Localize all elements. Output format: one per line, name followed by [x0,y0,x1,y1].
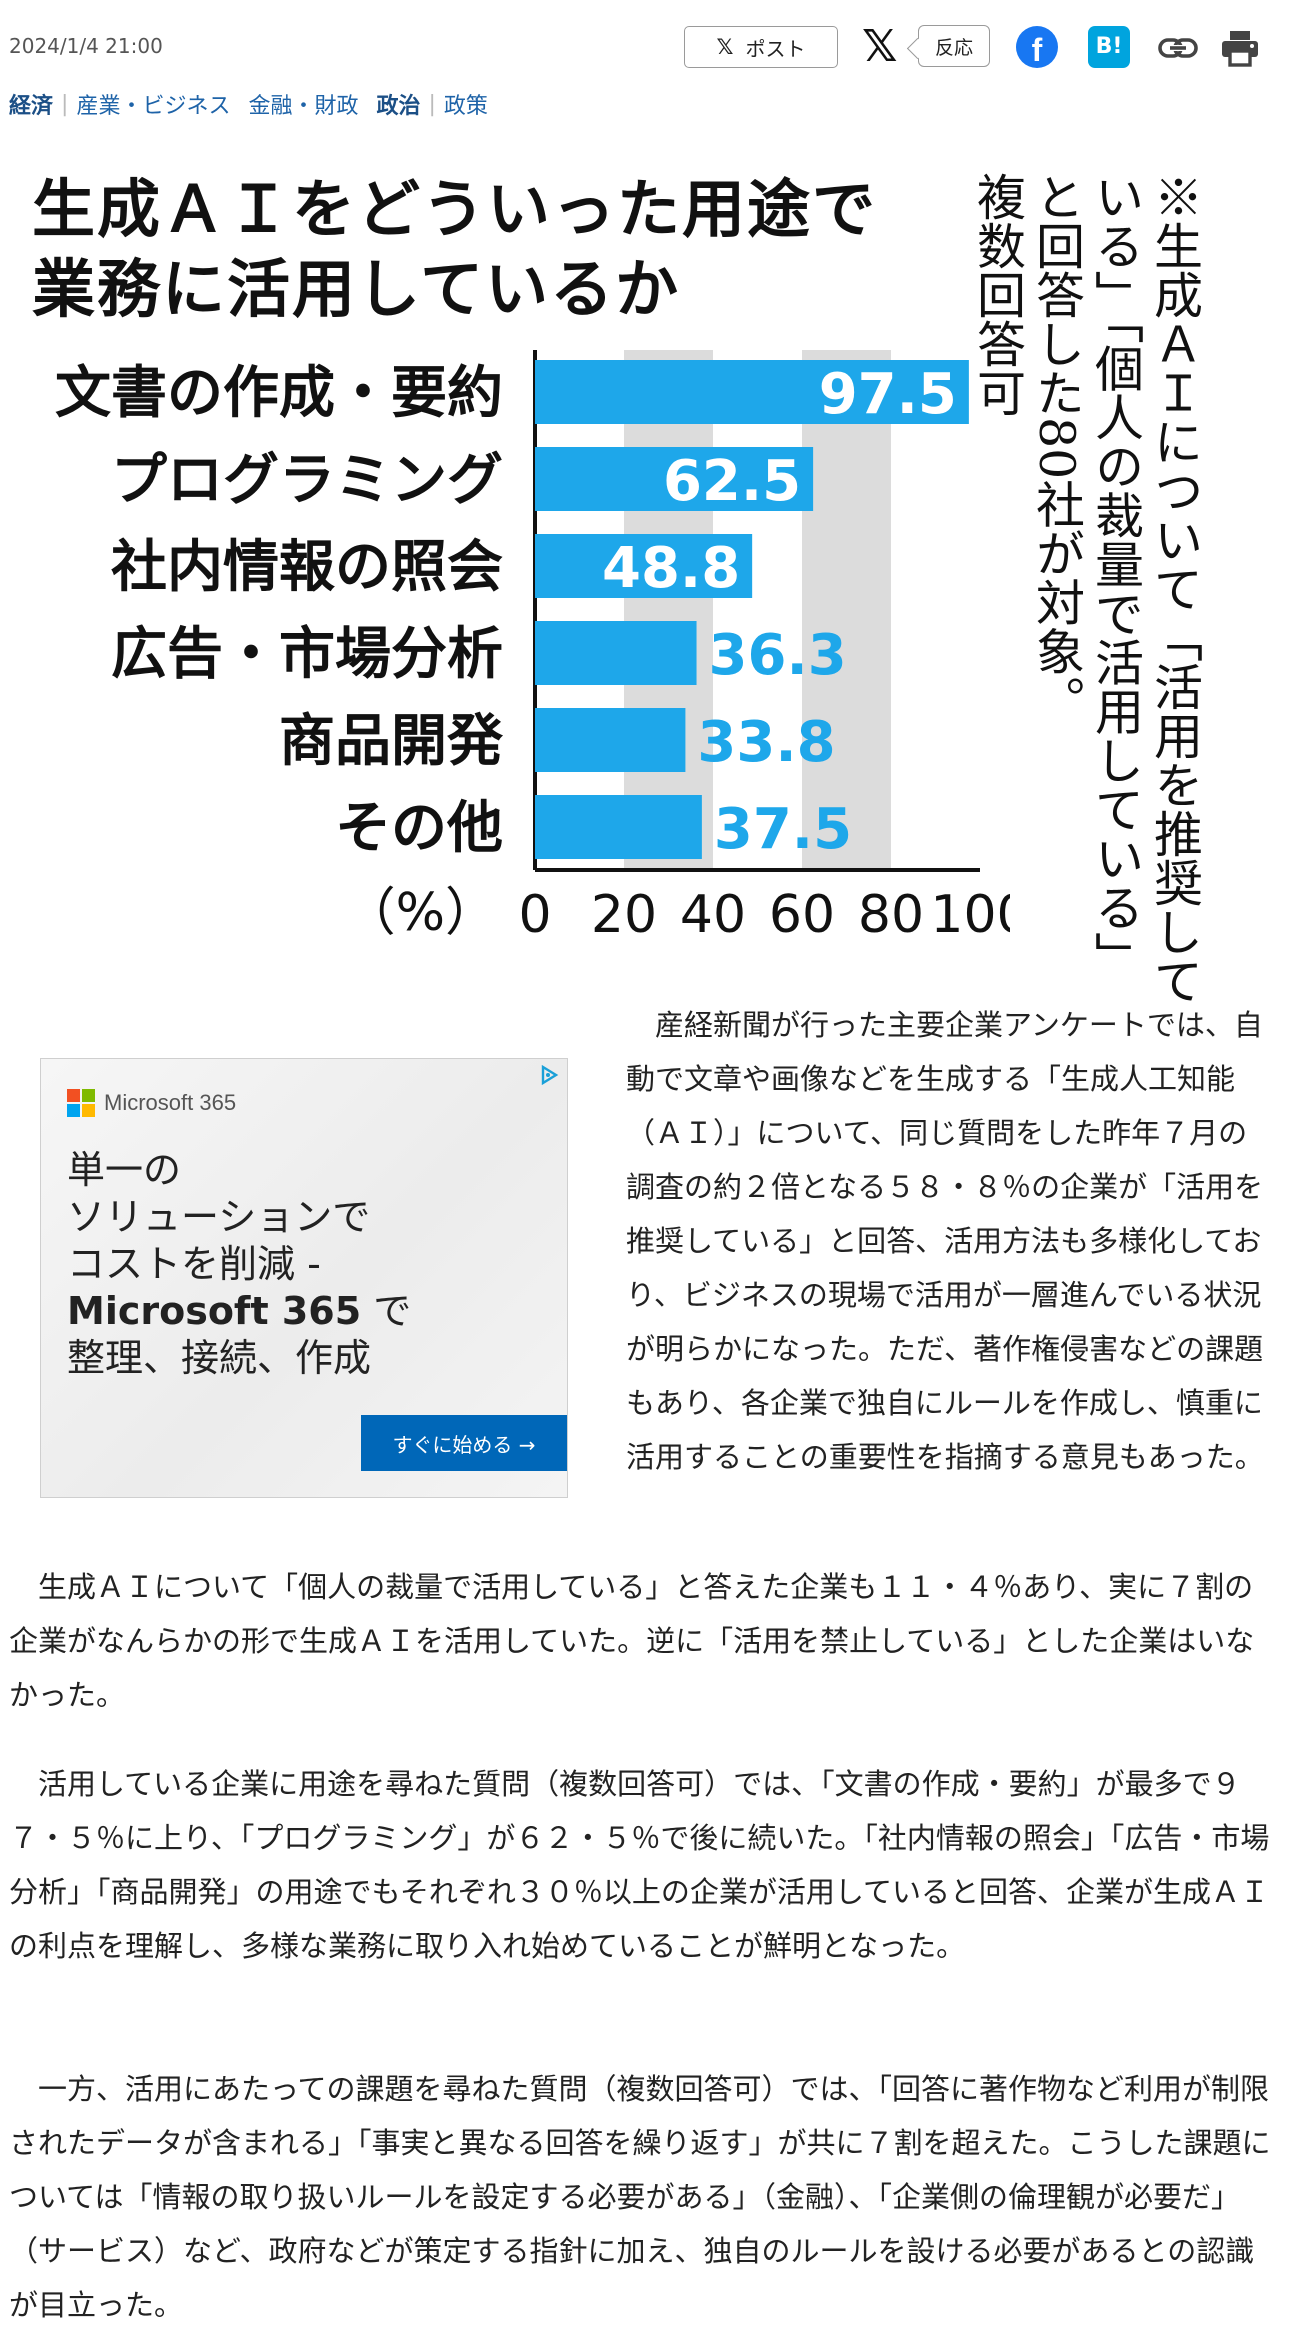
x-tick-label: 100 [930,885,1010,945]
category-label: 社内情報の照会 [111,535,503,600]
article-paragraph: 一方、活用にあたっての課題を尋ねた質問（複数回答可）では、「回答に著作物など利用… [9,2072,1271,2322]
category-label: プログラミング [111,448,503,513]
category-link-politics[interactable]: 政治 [376,94,421,119]
chart-note-line: ※生成ＡＩについて「活用を推奨して [1146,172,1203,1005]
data-label: 48.8 [602,536,740,601]
microsoft-windows-icon [67,1089,95,1117]
category-label: 広告・市場分析 [111,622,503,687]
reaction-count-bubble[interactable]: 反応 [918,25,990,67]
x-share-icon[interactable]: 𝕏 [862,21,898,72]
article-paragraph: 産経新聞が行った主要企業アンケートでは、自動で文章や画像などを生成する「生成人工… [626,1008,1264,1474]
post-label: ポスト [745,36,806,61]
ad-headline-line: コストを削減 - [67,1242,321,1286]
category-link-policy[interactable]: 政策 [443,94,488,119]
hatena-bookmark-icon[interactable]: B! [1088,26,1130,68]
advertisement[interactable]: Microsoft 365 単一の ソリューションで コストを削減 - Micr… [40,1058,568,1498]
x-logo-icon: 𝕏 [716,35,734,59]
bar [535,360,969,424]
chart-note-line: いる」「個人の裁量で活用している」 [1087,172,1144,981]
ad-choices-icon[interactable] [539,1065,559,1085]
category-link-industry[interactable]: 産業・ビジネス [76,94,231,119]
grid-band [802,350,891,870]
x-tick-label: 40 [680,885,746,945]
data-label: 97.5 [819,362,957,427]
data-label: 62.5 [663,449,801,514]
article-header: 2024/1/4 21:00 𝕏 ポスト 𝕏 反応 f B! [0,0,1307,90]
unit-label: （%） [344,883,497,943]
category-breadcrumb: 経済 | 産業・ビジネス 金融・財政 政治 | 政策 [9,88,488,120]
ad-headline-line: 単一の [67,1148,182,1192]
category-separator: | [61,91,69,117]
bar [535,708,686,772]
ad-brand: Microsoft 365 [104,1090,237,1115]
bar [535,621,697,685]
microsoft-logo: Microsoft 365 [67,1089,236,1117]
chart-note-line: と回答した80社が対象。 [1028,172,1085,725]
category-label: 文書の作成・要約 [55,361,503,426]
chart-figure: 生成ＡＩをどういった用途で 業務に活用しているか 文書の作成・要約 97.5 プログ… [0,150,1307,1005]
ad-headline-line: 整理、接続、作成 [67,1336,372,1380]
category-label: その他 [335,796,503,861]
ad-product-name: Microsoft 365 [67,1289,362,1333]
bar [535,795,702,859]
bar-chart: 文書の作成・要約 97.5 プログラミング 62.5 社内情報の照会 48.8 広告・市場分… [55,350,1010,945]
bar [535,534,753,598]
category-link-finance[interactable]: 金融・財政 [248,94,359,119]
facebook-share-icon[interactable]: f [1016,26,1058,68]
reaction-label: 反応 [934,36,973,59]
grid-band [624,350,713,870]
data-label: 36.3 [709,623,847,688]
ad-headline: 単一の ソリューションで コストを削減 - Microsoft 365 で 整理… [67,1147,537,1382]
category-separator: | [428,91,436,117]
x-tick-label: 60 [769,885,835,945]
data-label: 37.5 [714,797,852,862]
chart-note-line: 複数回答可 [969,172,1026,417]
category-label: 商品開発 [279,709,504,774]
article-paragraph: 生成ＡＩについて「個人の裁量で活用している」と答えた企業も１１・４％あり、実に７… [9,1570,1255,1712]
ad-headline-line: Microsoft 365 で [67,1288,537,1335]
x-post-button[interactable]: 𝕏 ポスト [684,26,838,68]
ad-headline-suffix: で [361,1289,412,1333]
print-icon[interactable] [1220,29,1260,67]
chart-title-line: 生成ＡＩをどういった用途で [32,173,877,246]
ad-cta-button[interactable]: すぐに始める → [361,1415,567,1471]
publish-date: 2024/1/4 21:00 [9,34,163,58]
bar [535,447,814,511]
x-tick-label: 20 [591,885,657,945]
chart-title-line: 業務に活用しているか [32,253,681,326]
category-link-economy[interactable]: 経済 [9,94,54,119]
chart-title: 生成ＡＩをどういった用途で 業務に活用しているか [32,170,877,330]
ad-headline-line: ソリューションで [67,1195,371,1239]
x-tick-label: 0 [518,885,551,945]
copy-link-icon[interactable] [1158,30,1198,66]
data-label: 33.8 [697,710,835,775]
article-paragraph: 活用している企業に用途を尋ねた質問（複数回答可）では、「文書の作成・要約」が最多… [9,1767,1270,1963]
x-tick-label: 80 [858,885,924,945]
